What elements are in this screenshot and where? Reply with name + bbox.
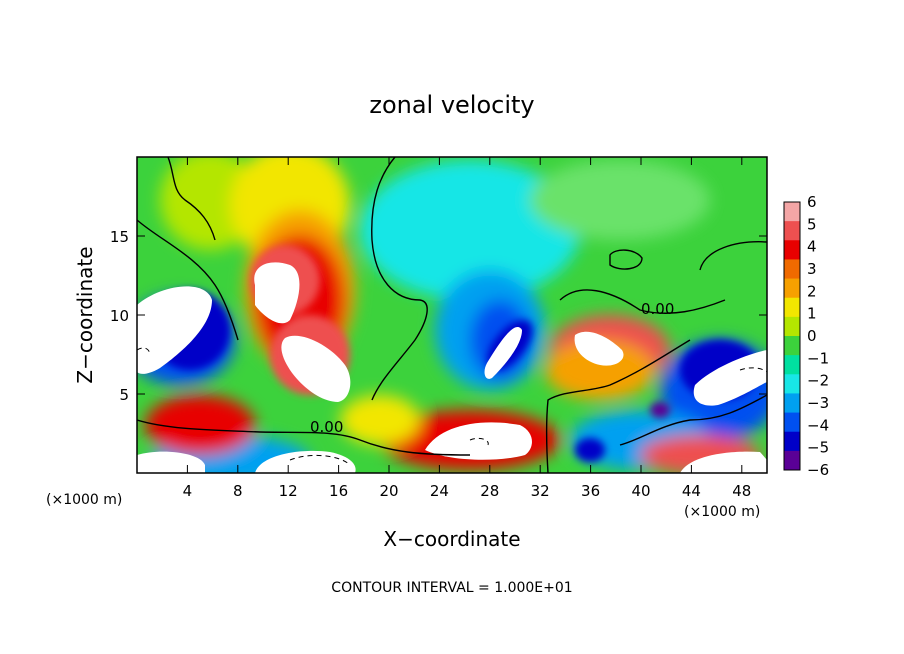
- y-tick-label: 5: [119, 386, 129, 404]
- colorbar-frame: [783, 201, 801, 471]
- colorbar-tick-label: 3: [807, 260, 817, 278]
- x-unit-left: (×1000 m): [46, 492, 122, 508]
- colorbar-swatch: [784, 259, 800, 279]
- x-tick-label: 4: [183, 482, 193, 500]
- y-tick-label: 15: [110, 228, 129, 246]
- x-tick-label: 12: [279, 482, 298, 500]
- colorbar-tick-label: −1: [807, 349, 829, 367]
- colorbar-tick-label: −3: [807, 394, 829, 412]
- y-axis-label: Z−coordinate: [73, 246, 97, 383]
- colorbar-tick-label: 0: [807, 327, 817, 345]
- y-tick-label: 10: [110, 307, 129, 325]
- colorbar-tick-label: 1: [807, 305, 817, 323]
- colorbar-swatch: [784, 316, 800, 337]
- colorbar-swatch: [784, 336, 800, 356]
- colorbar-tick-label: 2: [807, 282, 817, 300]
- x-tick-label: 28: [480, 482, 499, 500]
- colorbar-tick-label: −6: [807, 461, 829, 479]
- chart-title: zonal velocity: [369, 91, 534, 119]
- colorbar-tick-label: −5: [807, 439, 829, 457]
- y-axis-ticks: 5 10 15: [110, 228, 767, 404]
- colorbar-swatch: [784, 412, 800, 433]
- colorbar-swatch: [784, 431, 800, 452]
- colorbar-swatch: [784, 297, 800, 318]
- x-tick-label: 48: [732, 482, 751, 500]
- colorbar-swatch: [784, 355, 800, 375]
- x-axis-label: X−coordinate: [383, 527, 520, 551]
- colorbar-tick-label: 6: [807, 193, 817, 211]
- colorbar-tick-label: 4: [807, 238, 817, 256]
- x-axis-ticks: 4 8 12 16 20 24 28 32 36 40 44 48: [183, 157, 751, 500]
- colorbar: 6 5 4 3 2 1 0 −1 −2 −3 −4 −5 −6: [783, 193, 829, 479]
- colorbar-tick-label: −2: [807, 372, 829, 390]
- x-tick-label: 20: [379, 482, 398, 500]
- colorbar-swatch: [784, 374, 800, 394]
- colorbar-swatch: [784, 221, 800, 241]
- x-tick-label: 44: [682, 482, 701, 500]
- colorbar-tick-label: 5: [807, 215, 817, 233]
- colorbar-swatch: [784, 202, 800, 222]
- contour-label: 0.00: [641, 300, 674, 318]
- x-tick-label: 32: [531, 482, 550, 500]
- contour-interval-note: CONTOUR INTERVAL = 1.000E+01: [331, 580, 572, 596]
- zero-contours: [137, 157, 767, 473]
- x-tick-label: 16: [329, 482, 348, 500]
- colorbar-swatch: [784, 393, 800, 413]
- x-tick-label: 8: [233, 482, 243, 500]
- negative-contours: [137, 347, 767, 466]
- x-tick-label: 36: [581, 482, 600, 500]
- x-unit-right: (×1000 m): [684, 504, 760, 520]
- colorbar-swatch: [784, 278, 800, 299]
- colorbar-swatch: [784, 240, 800, 260]
- x-tick-label: 24: [430, 482, 449, 500]
- colorbar-swatch: [784, 450, 800, 471]
- x-tick-label: 40: [631, 482, 650, 500]
- velocity-field: [137, 157, 767, 473]
- colorbar-tick-label: −4: [807, 416, 829, 434]
- contour-label: 0.00: [310, 418, 343, 436]
